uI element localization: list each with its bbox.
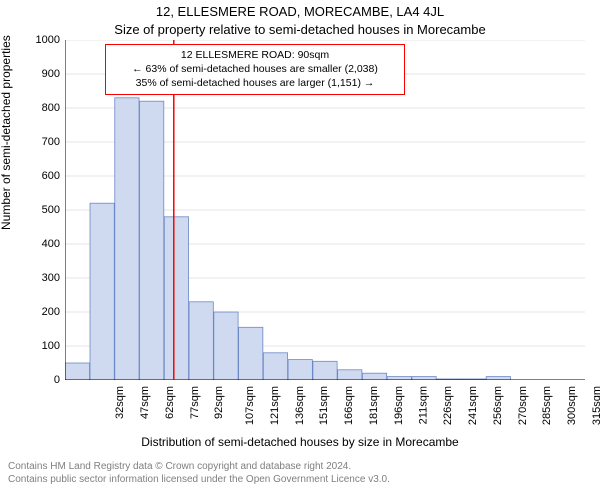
histogram-bar xyxy=(263,353,287,380)
x-tick-label: 62sqm xyxy=(164,386,176,419)
x-tick-label: 285sqm xyxy=(541,386,553,425)
x-tick-label: 196sqm xyxy=(393,386,405,425)
x-tick-label: 226sqm xyxy=(442,386,454,425)
y-tick-label: 1000 xyxy=(25,34,60,46)
footer-line-2: Contains public sector information licen… xyxy=(8,473,390,486)
x-axis-label: Distribution of semi-detached houses by … xyxy=(0,435,600,449)
x-tick-label: 32sqm xyxy=(114,386,126,419)
callout-line-3: 35% of semi-detached houses are larger (… xyxy=(112,76,398,90)
callout-line-2: ← 63% of semi-detached houses are smalle… xyxy=(112,62,398,76)
histogram-bar xyxy=(115,98,139,380)
x-tick-label: 300sqm xyxy=(566,386,578,425)
chart-wrapper: 12, ELLESMERE ROAD, MORECAMBE, LA4 4JL S… xyxy=(0,0,600,500)
histogram-bar xyxy=(313,361,337,380)
footer-line-1: Contains HM Land Registry data © Crown c… xyxy=(8,460,390,473)
x-tick-label: 121sqm xyxy=(269,386,281,425)
y-tick-label: 400 xyxy=(25,238,60,250)
x-tick-label: 256sqm xyxy=(492,386,504,425)
histogram-bar xyxy=(338,370,362,380)
callout-line-1: 12 ELLESMERE ROAD: 90sqm xyxy=(112,48,398,62)
histogram-bar xyxy=(288,360,312,380)
histogram-bar xyxy=(164,217,188,380)
x-tick-label: 315sqm xyxy=(591,386,600,425)
y-tick-label: 0 xyxy=(25,374,60,386)
x-tick-label: 47sqm xyxy=(139,386,151,419)
y-tick-label: 100 xyxy=(25,340,60,352)
histogram-bar xyxy=(486,377,510,380)
histogram-bar xyxy=(65,363,89,380)
histogram-bar xyxy=(412,377,436,380)
x-tick-label: 241sqm xyxy=(467,386,479,425)
chart-title-main: 12, ELLESMERE ROAD, MORECAMBE, LA4 4JL xyxy=(0,4,600,19)
histogram-bar xyxy=(189,302,213,380)
y-tick-label: 900 xyxy=(25,68,60,80)
x-tick-label: 136sqm xyxy=(294,386,306,425)
y-tick-label: 500 xyxy=(25,204,60,216)
x-tick-label: 77sqm xyxy=(189,386,201,419)
callout-box: 12 ELLESMERE ROAD: 90sqm ← 63% of semi-d… xyxy=(105,44,405,95)
x-tick-label: 166sqm xyxy=(343,386,355,425)
y-tick-label: 300 xyxy=(25,272,60,284)
x-tick-label: 151sqm xyxy=(319,386,331,425)
x-tick-label: 211sqm xyxy=(417,386,429,424)
y-tick-label: 600 xyxy=(25,170,60,182)
histogram-bar xyxy=(387,377,411,380)
histogram-bar xyxy=(214,312,238,380)
y-tick-label: 800 xyxy=(25,102,60,114)
histogram-bar xyxy=(140,101,164,380)
footer-attribution: Contains HM Land Registry data © Crown c… xyxy=(8,460,390,486)
histogram-bar xyxy=(90,203,114,380)
x-tick-label: 107sqm xyxy=(244,386,256,425)
histogram-bar xyxy=(362,373,386,380)
y-axis-label: Number of semi-detached properties xyxy=(0,35,13,230)
y-tick-label: 700 xyxy=(25,136,60,148)
x-tick-label: 92sqm xyxy=(213,386,225,419)
x-tick-label: 181sqm xyxy=(368,386,380,425)
y-tick-label: 200 xyxy=(25,306,60,318)
histogram-bar xyxy=(239,327,263,380)
chart-title-sub: Size of property relative to semi-detach… xyxy=(0,22,600,37)
x-tick-label: 270sqm xyxy=(517,386,529,425)
